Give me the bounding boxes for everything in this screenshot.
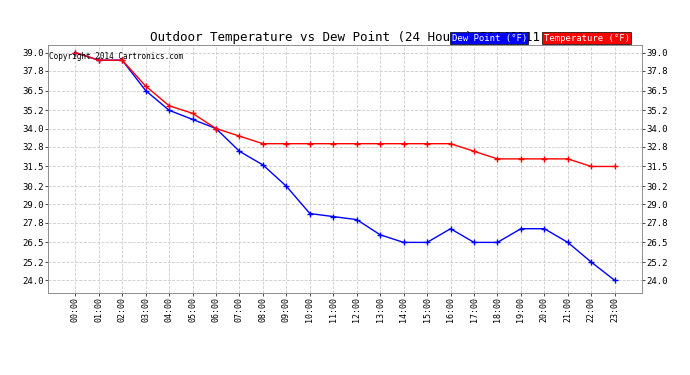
Title: Outdoor Temperature vs Dew Point (24 Hours) 20140111: Outdoor Temperature vs Dew Point (24 Hou…	[150, 31, 540, 44]
Text: Temperature (°F): Temperature (°F)	[544, 33, 630, 42]
Text: Copyright 2014 Cartronics.com: Copyright 2014 Cartronics.com	[50, 53, 184, 62]
Text: Dew Point (°F): Dew Point (°F)	[452, 33, 527, 42]
